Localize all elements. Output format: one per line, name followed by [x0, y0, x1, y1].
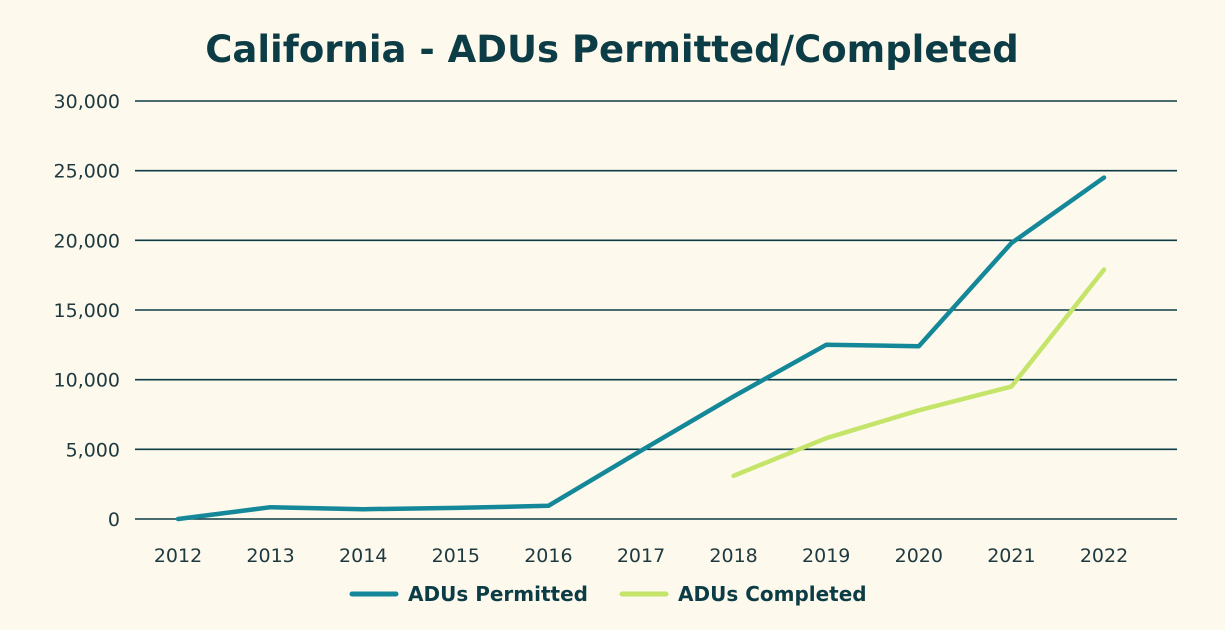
x-tick-label: 2012 [154, 545, 202, 567]
chart-title: California - ADUs Permitted/Completed [205, 28, 1018, 71]
series-lines [175, 175, 1107, 522]
y-tick-label: 30,000 [54, 91, 120, 113]
x-tick-label: 2015 [432, 545, 480, 567]
x-tick-label: 2016 [524, 545, 572, 567]
series-line-1 [175, 175, 1107, 522]
x-tick-label: 2021 [987, 545, 1035, 567]
x-tick-label: 2013 [246, 545, 294, 567]
y-tick-label: 0 [108, 509, 120, 531]
y-tick-label: 5,000 [66, 439, 120, 461]
x-tick-label: 2022 [1080, 545, 1128, 567]
x-axis-tick-labels: 2012 2013 2014 2015 2016 2017 2018 2019 2020 2021… [154, 545, 1128, 567]
y-tick-label: 25,000 [54, 161, 120, 183]
y-tick-label: 20,000 [54, 230, 120, 252]
legend-label: ADUs Permitted [408, 582, 588, 606]
y-tick-label: 10,000 [54, 370, 120, 392]
series-line-2 [731, 267, 1107, 479]
gridlines [135, 100, 1177, 520]
x-tick-label: 2020 [895, 545, 943, 567]
x-tick-label: 2014 [339, 545, 387, 567]
y-tick-label: 15,000 [54, 300, 120, 322]
x-tick-label: 2019 [802, 545, 850, 567]
legend: ADUs Permitted ADUs Completed [349, 582, 867, 606]
x-tick-label: 2018 [709, 545, 757, 567]
y-axis-tick-labels: 0 5,000 10,000 15,000 20,000 25,000 30,000 [54, 91, 120, 531]
legend-label: ADUs Completed [678, 582, 867, 606]
x-tick-label: 2017 [617, 545, 665, 567]
